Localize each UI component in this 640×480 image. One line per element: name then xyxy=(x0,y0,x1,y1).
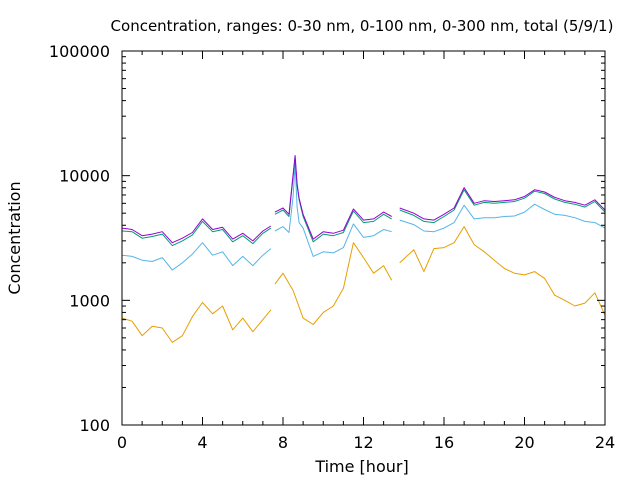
x-tick-label: 0 xyxy=(117,433,127,452)
series-line xyxy=(399,187,606,221)
y-tick-label: 10000 xyxy=(59,167,110,186)
y-tick-label: 100000 xyxy=(49,42,110,61)
x-tick-label: 16 xyxy=(434,433,454,452)
series-line xyxy=(274,163,392,257)
series-line xyxy=(399,226,606,316)
series-4 xyxy=(121,155,606,244)
series-line xyxy=(121,242,272,271)
x-axis-title: Time [hour] xyxy=(314,457,408,476)
series-1 xyxy=(121,226,606,343)
y-axis-title: Concentration xyxy=(5,181,24,294)
series-line xyxy=(121,218,272,244)
series-2 xyxy=(121,163,606,271)
x-tick-label: 20 xyxy=(514,433,534,452)
plot-frame xyxy=(121,50,606,426)
series-line xyxy=(274,155,392,240)
y-tick-label: 1000 xyxy=(69,291,110,310)
series-line xyxy=(121,302,272,343)
series-line xyxy=(121,220,272,247)
chart-title: Concentration, ranges: 0-30 nm, 0-100 nm… xyxy=(111,17,614,35)
x-tick-label: 8 xyxy=(278,433,288,452)
x-tick-label: 24 xyxy=(595,433,615,452)
y-tick-label: 100 xyxy=(79,416,110,435)
axis-layer: 0 4 8 12 16 20 24 100 1000 10000 100000 xyxy=(49,42,615,452)
x-tick-label: 12 xyxy=(353,433,373,452)
series-line xyxy=(274,242,393,325)
x-tick-label: 4 xyxy=(197,433,207,452)
series-layer xyxy=(121,155,606,343)
series-line xyxy=(399,203,606,233)
series-line xyxy=(399,189,606,224)
